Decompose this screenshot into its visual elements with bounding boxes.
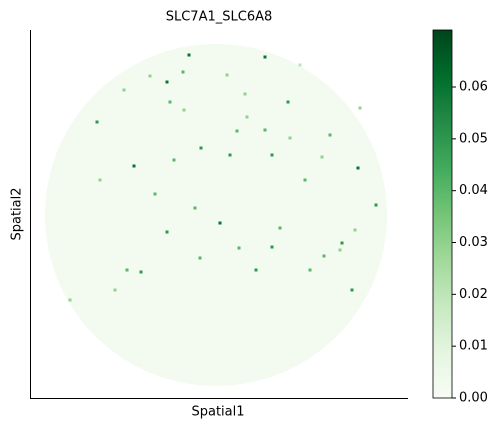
spot bbox=[187, 53, 191, 57]
spot bbox=[153, 192, 157, 196]
spot bbox=[98, 178, 102, 182]
spot bbox=[340, 241, 344, 245]
x-axis-label: Spatial1 bbox=[191, 405, 244, 420]
spot bbox=[228, 153, 232, 157]
spot bbox=[68, 298, 72, 302]
spot bbox=[303, 178, 307, 182]
spot bbox=[308, 268, 312, 272]
spot bbox=[263, 55, 267, 59]
spot bbox=[243, 92, 247, 96]
spot bbox=[125, 268, 129, 272]
colorbar-tick-label: 0.04 bbox=[459, 183, 488, 198]
spot bbox=[263, 128, 267, 132]
spot bbox=[298, 63, 302, 67]
spot bbox=[356, 166, 360, 170]
spot bbox=[199, 146, 203, 150]
spot bbox=[181, 70, 185, 74]
spot bbox=[245, 115, 249, 119]
spot bbox=[172, 158, 176, 162]
colorbar-tick-label: 0.03 bbox=[459, 235, 488, 250]
spot bbox=[328, 133, 332, 137]
spot bbox=[350, 288, 354, 292]
spot bbox=[374, 203, 378, 207]
colorbar-tick-label: 0.00 bbox=[459, 391, 488, 406]
spot bbox=[193, 206, 197, 210]
spot bbox=[358, 106, 362, 110]
colorbar-tick-label: 0.06 bbox=[459, 80, 488, 95]
spot bbox=[286, 100, 290, 104]
colorbar-tick-label: 0.05 bbox=[459, 131, 488, 146]
spot bbox=[353, 228, 357, 232]
spot bbox=[225, 73, 229, 77]
spot bbox=[235, 129, 239, 133]
spot bbox=[95, 120, 99, 124]
spot bbox=[198, 256, 202, 260]
spot bbox=[218, 221, 222, 225]
spot bbox=[237, 246, 241, 250]
spot bbox=[320, 155, 324, 159]
spot bbox=[165, 230, 169, 234]
spot bbox=[288, 136, 292, 140]
spot bbox=[254, 268, 258, 272]
spot bbox=[139, 270, 143, 274]
spot bbox=[122, 88, 126, 92]
tissue-background bbox=[45, 44, 387, 386]
colorbar-tick-label: 0.01 bbox=[459, 339, 488, 354]
colorbar-tick-label: 0.02 bbox=[459, 287, 488, 302]
spot bbox=[113, 288, 117, 292]
spot bbox=[132, 164, 136, 168]
spot bbox=[278, 226, 282, 230]
y-axis-label: Spatial2 bbox=[10, 187, 25, 240]
colorbar bbox=[432, 29, 453, 399]
spot bbox=[182, 108, 186, 112]
chart-title: SLC7A1_SLC6A8 bbox=[166, 10, 273, 25]
spot bbox=[165, 80, 169, 84]
spot bbox=[270, 153, 274, 157]
spot bbox=[338, 248, 342, 252]
spot bbox=[270, 245, 274, 249]
spot bbox=[168, 100, 172, 104]
spot bbox=[148, 74, 152, 78]
spot bbox=[322, 254, 326, 258]
